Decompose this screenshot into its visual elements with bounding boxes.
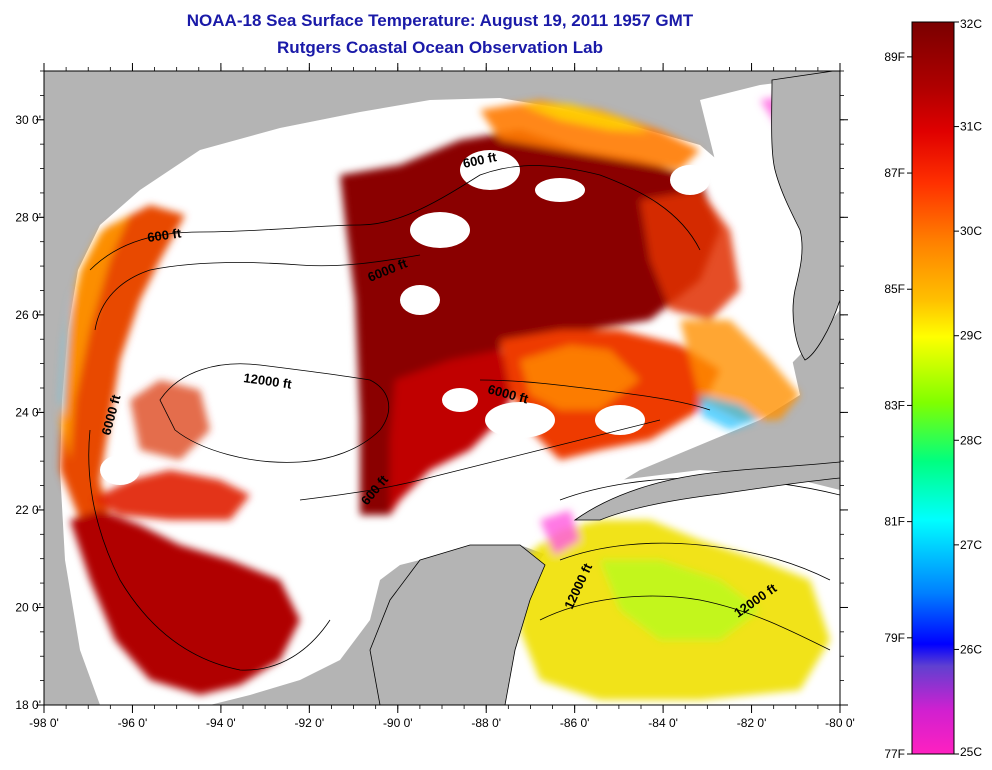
colorbar-celsius-label: 30C <box>960 224 982 238</box>
lon-tick-label: -82 0' <box>737 716 767 730</box>
colorbar-fahrenheit-label: 85F <box>884 282 905 296</box>
colorbar-celsius-label: 26C <box>960 642 982 656</box>
contour-label: 12000 ft <box>243 370 294 392</box>
lon-tick-label: -84 0' <box>648 716 678 730</box>
colorbar-fahrenheit-label: 87F <box>884 166 905 180</box>
colorbar-fahrenheit-label: 79F <box>884 631 905 645</box>
lon-tick-label: -86 0' <box>560 716 590 730</box>
sst-data-layer <box>60 90 830 700</box>
cloud-patches <box>100 150 710 485</box>
lon-tick-label: -80 0' <box>825 716 855 730</box>
lat-tick-label: 30 0' <box>15 113 41 127</box>
contour-label: 600 ft <box>462 149 499 171</box>
contour-12000ft <box>159 363 389 463</box>
lat-tick-label: 22 0' <box>15 503 41 517</box>
depth-contours <box>88 165 840 671</box>
lat-tick-label: 28 0' <box>15 210 41 224</box>
lat-tick-label: 24 0' <box>15 405 41 419</box>
lon-tick-label: -98 0' <box>29 716 59 730</box>
contour-caribbean-1 <box>559 542 831 581</box>
contour-600ft-north <box>89 165 701 271</box>
contour-6000ft-sw <box>88 429 331 671</box>
lat-tick-label: 18 0' <box>15 698 41 712</box>
colorbar-celsius-label: 32C <box>960 17 982 31</box>
lon-tick-label: -88 0' <box>471 716 501 730</box>
cuba-land <box>573 461 840 521</box>
contour-6000ft-west <box>94 254 421 331</box>
colorbar-celsius-label: 25C <box>960 745 982 759</box>
colorbar-fahrenheit-label: 83F <box>884 398 905 412</box>
florida-land <box>771 71 840 361</box>
contour-6000ft-east <box>479 379 711 411</box>
map-subtitle: Rutgers Coastal Ocean Observation Lab <box>277 38 603 57</box>
colorbar-celsius-labels: 32C 31C 30C 29C 28C 27C 26C 25C <box>954 17 982 759</box>
colorbar-gradient <box>911 21 955 755</box>
contour-caribbean-2 <box>539 595 831 651</box>
contour-600ft-south <box>299 419 661 501</box>
lon-tick-label: -90 0' <box>383 716 413 730</box>
yucatan-land <box>369 544 546 705</box>
lat-tick-label: 26 0' <box>15 308 41 322</box>
lon-tick-label: -92 0' <box>295 716 325 730</box>
colorbar-fahrenheit-label: 89F <box>884 50 905 64</box>
contour-label: 600 ft <box>146 225 182 245</box>
colorbar-celsius-label: 31C <box>960 120 982 134</box>
minor-ticks <box>40 67 844 709</box>
map-title: NOAA-18 Sea Surface Temperature: August … <box>186 11 694 30</box>
colorbar-celsius-label: 29C <box>960 329 982 343</box>
lon-tick-label: -94 0' <box>206 716 236 730</box>
colorbar-fahrenheit-labels: 89F 87F 85F 83F 81F 79F 77F <box>884 50 912 761</box>
lat-tick-label: 20 0' <box>15 600 41 614</box>
colorbar-fahrenheit-label: 77F <box>884 747 905 761</box>
lon-tick-label: -96 0' <box>118 716 148 730</box>
colorbar-celsius-label: 28C <box>960 433 982 447</box>
colorbar-celsius-label: 27C <box>960 538 982 552</box>
colorbar-fahrenheit-label: 81F <box>884 515 905 529</box>
colorbar: 32C 31C 30C 29C 28C 27C 26C 25C 89F 87F 85F 83F 81F… <box>884 17 982 761</box>
